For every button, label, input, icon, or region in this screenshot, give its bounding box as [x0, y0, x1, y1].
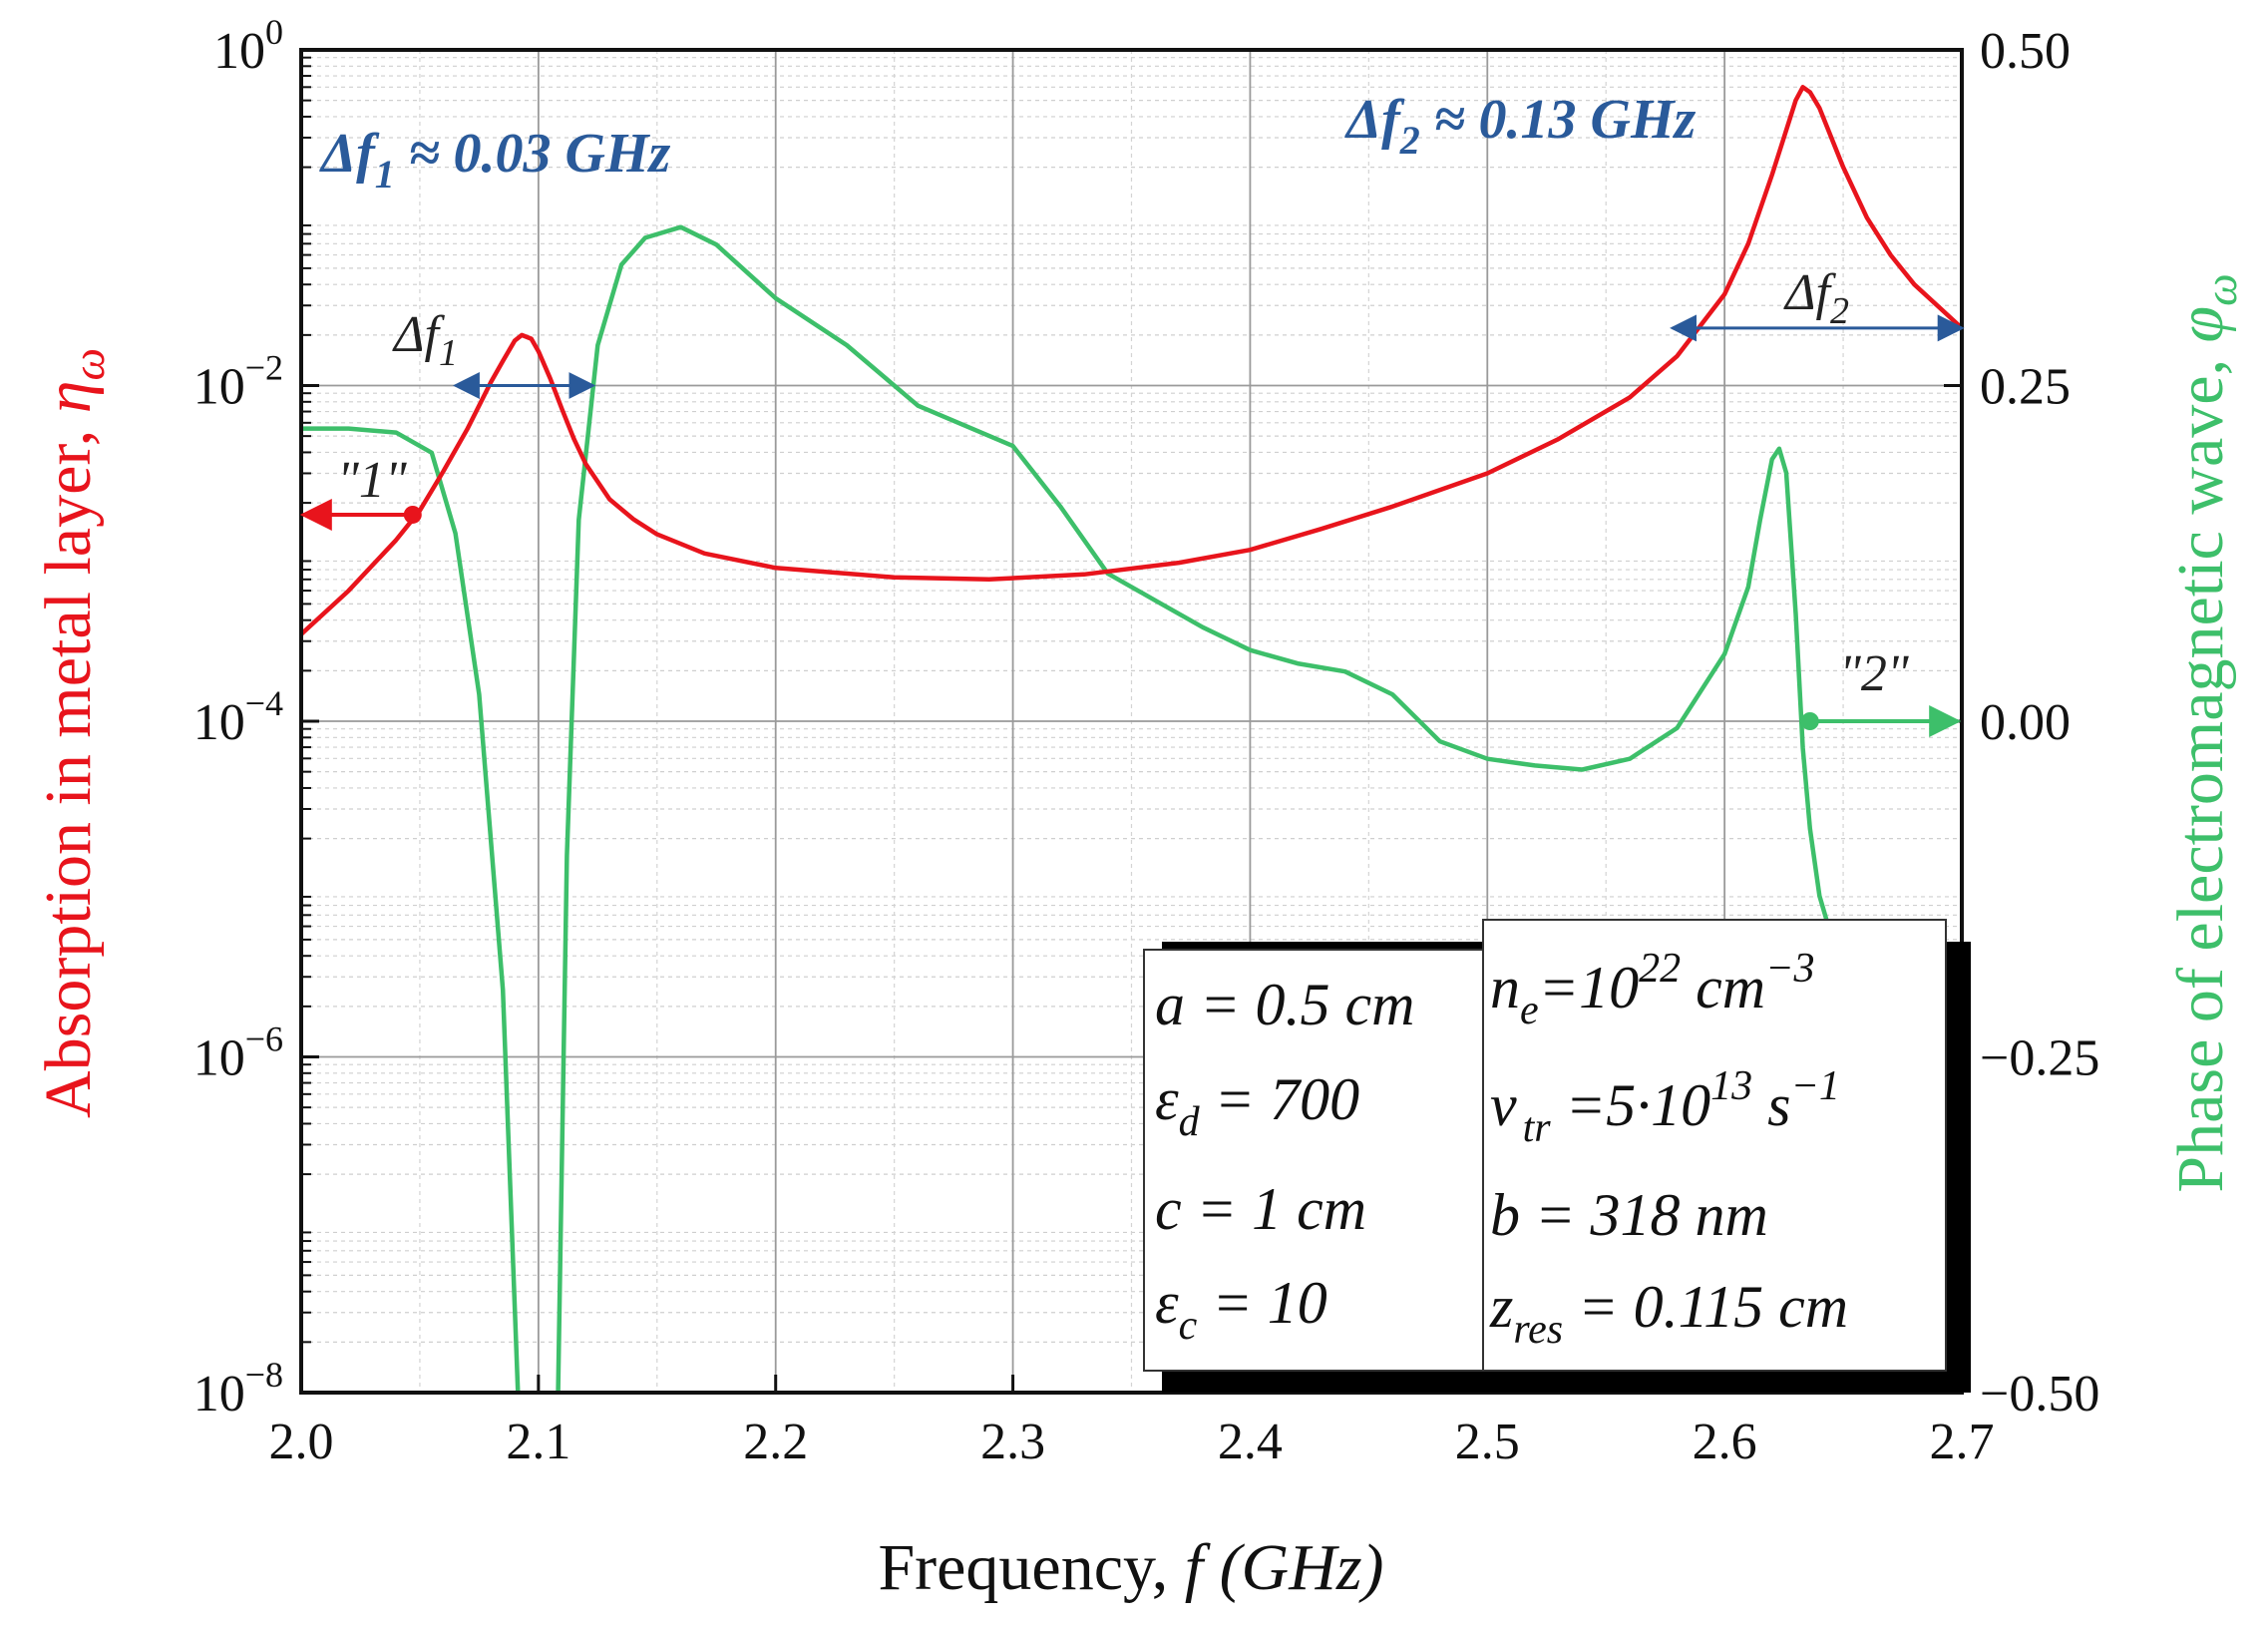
- y-right-tick-label: 0.00: [1980, 694, 2071, 751]
- bandwidth-label-f2: Δf2: [1783, 264, 1849, 332]
- y-left-tick-label: 10−6: [193, 1019, 283, 1087]
- x-tick-label: 2.5: [1455, 1414, 1520, 1470]
- annotation-df2: Δf2 ≈ 0.13 GHz: [1344, 89, 1697, 163]
- x-tick-label: 2.2: [743, 1414, 808, 1470]
- x-tick-label: 2.7: [1930, 1414, 1995, 1470]
- x-tick-label: 2.3: [980, 1414, 1045, 1470]
- y-right-tick-labels: −0.50 −0.25 0.00 0.25 0.50: [1980, 23, 2099, 1423]
- x-tick-label: 2.4: [1218, 1414, 1283, 1470]
- params-box-right: [1482, 919, 1947, 1372]
- y-right-tick-label: −0.50: [1980, 1366, 2099, 1423]
- x-axis-title: Frequency, f (GHz): [878, 1531, 1383, 1604]
- marker-2-dot: [1800, 712, 1819, 730]
- params-box-left: [1143, 949, 1484, 1372]
- param-eps-c: εc = 10: [1155, 1270, 1327, 1349]
- y-left-tick-label: 100: [213, 12, 283, 80]
- plot-frame: [299, 48, 1964, 1395]
- absorption-series-line: [301, 85, 1962, 636]
- y-right-tick-label: 0.50: [1980, 23, 2071, 80]
- y-right-tick-label: −0.25: [1980, 1030, 2099, 1087]
- y-left-tick-label: 10−2: [193, 348, 283, 416]
- marker-2-label: "2": [1839, 645, 1910, 702]
- x-tick-label: 2.1: [506, 1414, 570, 1470]
- param-c: c = 1 cm: [1155, 1176, 1366, 1242]
- param-eps-d: εd = 700: [1155, 1066, 1359, 1145]
- y-left-tick-label: 10−8: [193, 1355, 283, 1423]
- marker-1-dot: [403, 505, 422, 524]
- param-b: b = 318 nm: [1490, 1182, 1768, 1248]
- y-left-tick-label: 10−4: [193, 683, 283, 751]
- x-tick-label: 2.6: [1693, 1414, 1757, 1470]
- x-tick-label: 2.0: [269, 1414, 334, 1470]
- param-nu: ν tr =5·1013 s−1: [1490, 1063, 1840, 1151]
- y-left-tick-labels: 10−8 10−6 10−4 10−2 100: [193, 12, 283, 1423]
- y-left-axis-title: Absorption in metal layer, ηω: [32, 348, 114, 1118]
- y-right-tick-label: 0.25: [1980, 359, 2071, 416]
- x-tick-labels: 2.0 2.1 2.2 2.3 2.4 2.5 2.6 2.7: [269, 1414, 1995, 1470]
- param-ne: ne=1022 cm−3: [1490, 946, 1814, 1033]
- param-a: a = 0.5 cm: [1155, 972, 1414, 1037]
- bandwidth-label-f1: Δf1: [392, 306, 458, 374]
- annotation-df1: Δf1 ≈ 0.03 GHz: [319, 123, 671, 197]
- marker-1-label: "1": [337, 452, 408, 509]
- param-z: zres = 0.115 cm: [1489, 1274, 1848, 1353]
- y-right-axis-title: Phase of electromagnetic wave, φω: [2164, 273, 2246, 1192]
